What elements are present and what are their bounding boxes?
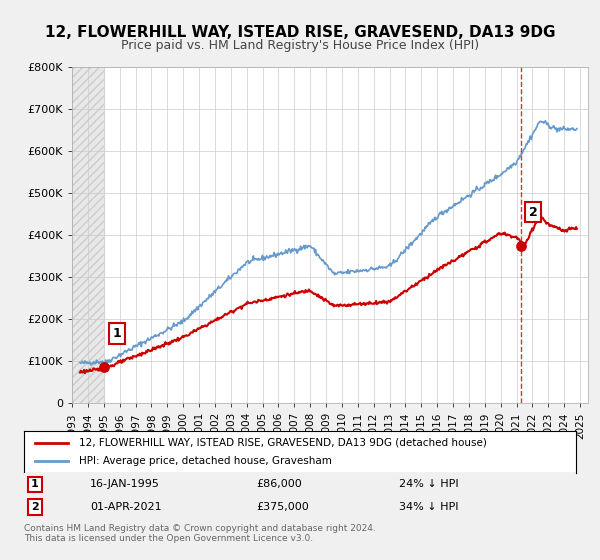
Text: 24% ↓ HPI: 24% ↓ HPI	[400, 479, 459, 489]
Text: HPI: Average price, detached house, Gravesham: HPI: Average price, detached house, Grav…	[79, 456, 332, 466]
Polygon shape	[72, 67, 104, 403]
Point	[516, 241, 526, 250]
Text: 2: 2	[529, 206, 538, 218]
Text: £86,000: £86,000	[256, 479, 302, 489]
Text: 16-JAN-1995: 16-JAN-1995	[90, 479, 160, 489]
Text: 2: 2	[31, 502, 39, 512]
Text: £375,000: £375,000	[256, 502, 308, 512]
Text: 12, FLOWERHILL WAY, ISTEAD RISE, GRAVESEND, DA13 9DG (detached house): 12, FLOWERHILL WAY, ISTEAD RISE, GRAVESE…	[79, 438, 487, 448]
Text: 12, FLOWERHILL WAY, ISTEAD RISE, GRAVESEND, DA13 9DG: 12, FLOWERHILL WAY, ISTEAD RISE, GRAVESE…	[45, 25, 555, 40]
Text: Price paid vs. HM Land Registry's House Price Index (HPI): Price paid vs. HM Land Registry's House …	[121, 39, 479, 52]
Text: 34% ↓ HPI: 34% ↓ HPI	[400, 502, 459, 512]
Point	[100, 363, 109, 372]
Text: 1: 1	[113, 327, 121, 340]
Text: 1: 1	[31, 479, 39, 489]
Text: 01-APR-2021: 01-APR-2021	[90, 502, 162, 512]
Text: Contains HM Land Registry data © Crown copyright and database right 2024.
This d: Contains HM Land Registry data © Crown c…	[24, 524, 376, 543]
